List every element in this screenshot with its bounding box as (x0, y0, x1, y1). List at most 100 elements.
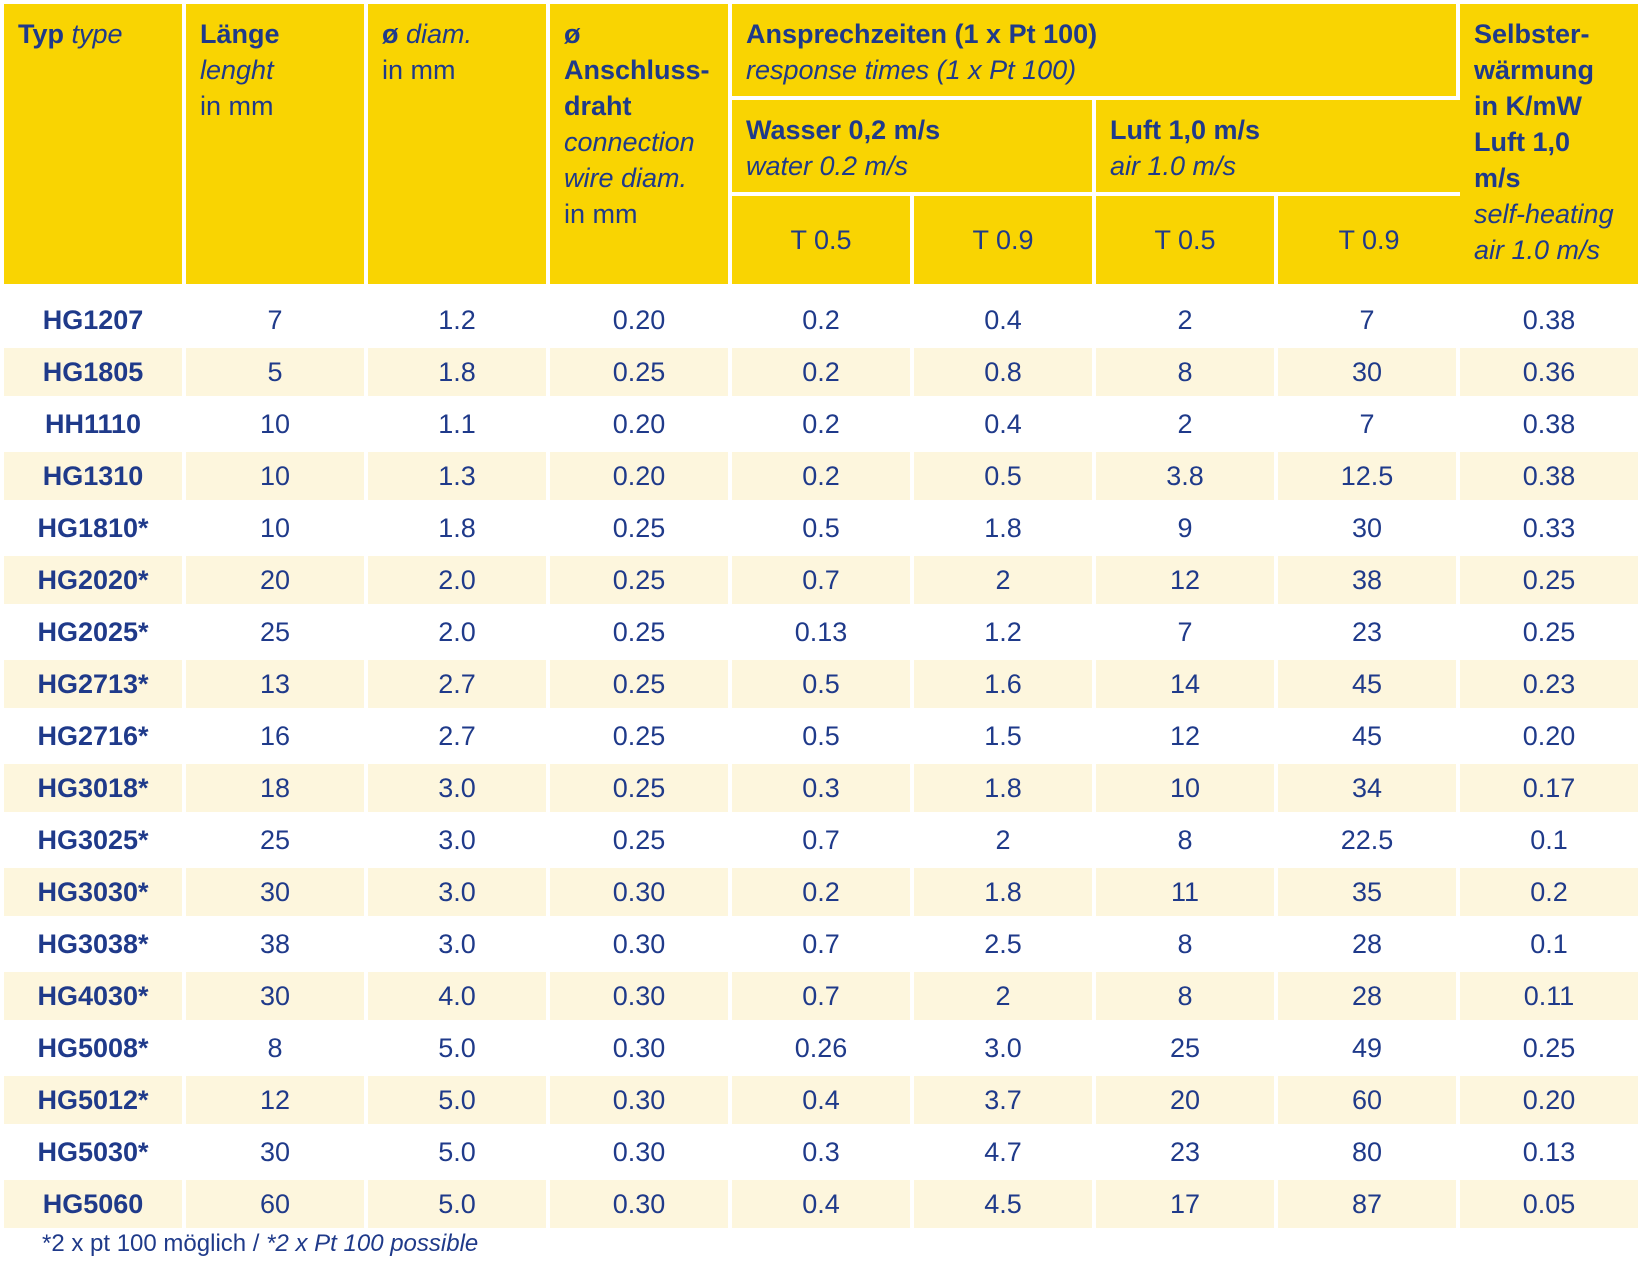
table-cell: 12 (1096, 556, 1278, 608)
table-row: HG2020* 20 2.0 0.25 0.7 2 12 38 0.25 (4, 556, 1638, 608)
table-cell: 8 (1096, 816, 1278, 868)
header-spacer (4, 288, 1638, 296)
cell-type: HG2025* (4, 608, 186, 660)
table-cell: 1.8 (914, 504, 1096, 556)
header-wasser-t05: T 0.5 (732, 196, 914, 288)
cell-type: HG3030* (4, 868, 186, 920)
table-cell: 0.30 (550, 1024, 732, 1076)
table-cell: 0.30 (550, 1076, 732, 1128)
header-ansprechzeiten: Ansprechzeiten (1 x Pt 100) response tim… (732, 4, 1460, 100)
cell-type: HG3025* (4, 816, 186, 868)
cell-type: HG5030* (4, 1128, 186, 1180)
table-cell: 12 (186, 1076, 368, 1128)
table-cell: 30 (186, 972, 368, 1024)
table-cell: 3.0 (368, 764, 550, 816)
table-cell: 12 (1096, 712, 1278, 764)
table-cell: 0.25 (550, 504, 732, 556)
table-cell: 0.25 (1460, 556, 1638, 608)
table-cell: 0.25 (550, 608, 732, 660)
table-cell: 0.5 (732, 504, 914, 556)
table-cell: 35 (1278, 868, 1460, 920)
table-cell: 0.30 (550, 868, 732, 920)
table-cell: 0.2 (732, 348, 914, 400)
table-cell: 2.5 (914, 920, 1096, 972)
footnote-en: *2 x Pt 100 possible (266, 1230, 479, 1257)
header-diam: ø diam. in mm (368, 4, 550, 288)
table-cell: 3.0 (368, 868, 550, 920)
cell-type: HG5008* (4, 1024, 186, 1076)
table-cell: 0.20 (550, 296, 732, 348)
header-anschlussdraht: ø Anschluss- draht connection wire diam.… (550, 4, 732, 288)
table-row: HG2713* 13 2.7 0.25 0.5 1.6 14 45 0.23 (4, 660, 1638, 712)
table-cell: 0.25 (550, 816, 732, 868)
table-cell: 38 (1278, 556, 1460, 608)
table-cell: 0.2 (732, 868, 914, 920)
table-row: HG5030* 30 5.0 0.30 0.3 4.7 23 80 0.13 (4, 1128, 1638, 1180)
table-cell: 23 (1096, 1128, 1278, 1180)
table-cell: 16 (186, 712, 368, 764)
table-cell: 3.8 (1096, 452, 1278, 504)
table-cell: 28 (1278, 920, 1460, 972)
cell-type: HG5060 (4, 1180, 186, 1232)
table-cell: 5 (186, 348, 368, 400)
table-cell: 30 (1278, 504, 1460, 556)
table-cell: 1.8 (914, 764, 1096, 816)
cell-type: HH1110 (4, 400, 186, 452)
table-cell: 0.7 (732, 920, 914, 972)
table-cell: 0.13 (732, 608, 914, 660)
table-cell: 0.36 (1460, 348, 1638, 400)
table-cell: 0.26 (732, 1024, 914, 1076)
table-cell: 0.23 (1460, 660, 1638, 712)
table-cell: 30 (186, 868, 368, 920)
table-cell: 0.8 (914, 348, 1096, 400)
table-cell: 28 (1278, 972, 1460, 1024)
cell-type: HG5012* (4, 1076, 186, 1128)
table-cell: 14 (1096, 660, 1278, 712)
table-cell: 0.20 (1460, 712, 1638, 764)
table-cell: 0.30 (550, 972, 732, 1024)
table-cell: 1.1 (368, 400, 550, 452)
table-cell: 0.3 (732, 1128, 914, 1180)
table-cell: 1.3 (368, 452, 550, 504)
table-cell: 0.30 (550, 1128, 732, 1180)
header-luft-t09: T 0.9 (1278, 196, 1460, 288)
table-cell: 10 (186, 504, 368, 556)
table-cell: 7 (1278, 296, 1460, 348)
table-row: HG1310 10 1.3 0.20 0.2 0.5 3.8 12.5 0.38 (4, 452, 1638, 504)
table-cell: 2 (1096, 296, 1278, 348)
table-row: HH1110 10 1.1 0.20 0.2 0.4 2 7 0.38 (4, 400, 1638, 452)
table-cell: 0.3 (732, 764, 914, 816)
cell-type: HG2713* (4, 660, 186, 712)
header-wasser: Wasser 0,2 m/s water 0.2 m/s (732, 100, 1096, 196)
table-cell: 0.1 (1460, 816, 1638, 868)
table-cell: 7 (186, 296, 368, 348)
table-cell: 25 (186, 608, 368, 660)
table-cell: 5.0 (368, 1024, 550, 1076)
table-row: HG3030* 30 3.0 0.30 0.2 1.8 11 35 0.2 (4, 868, 1638, 920)
table-cell: 10 (186, 452, 368, 504)
table-cell: 0.7 (732, 556, 914, 608)
table-cell: 10 (186, 400, 368, 452)
table-cell: 5.0 (368, 1076, 550, 1128)
table-cell: 0.2 (732, 400, 914, 452)
table-cell: 0.38 (1460, 400, 1638, 452)
header-selbsterwaermung: Selbster- wärmung in K/mW Luft 1,0 m/s s… (1460, 4, 1638, 288)
table-cell: 0.5 (732, 660, 914, 712)
sensor-spec-table: Typ type Länge lenght in mm ø diam. in m… (4, 4, 1638, 1232)
header-luft: Luft 1,0 m/s air 1.0 m/s (1096, 100, 1460, 196)
table-cell: 3.0 (914, 1024, 1096, 1076)
table-row: HG4030* 30 4.0 0.30 0.7 2 8 28 0.11 (4, 972, 1638, 1024)
table-row: HG5060 60 5.0 0.30 0.4 4.5 17 87 0.05 (4, 1180, 1638, 1232)
table-cell: 0.7 (732, 816, 914, 868)
table-cell: 20 (186, 556, 368, 608)
table-cell: 5.0 (368, 1180, 550, 1232)
table-cell: 17 (1096, 1180, 1278, 1232)
table-cell: 0.25 (550, 348, 732, 400)
footnote-de: *2 x pt 100 möglich / (42, 1230, 260, 1257)
table-row: HG2025* 25 2.0 0.25 0.13 1.2 7 23 0.25 (4, 608, 1638, 660)
table-body: HG1207 7 1.2 0.20 0.2 0.4 2 7 0.38 HG1805 5 1.8 0.25… (4, 288, 1638, 1232)
table-cell: 1.8 (368, 504, 550, 556)
table-cell: 9 (1096, 504, 1278, 556)
table-cell: 0.05 (1460, 1180, 1638, 1232)
header-luft-t05: T 0.5 (1096, 196, 1278, 288)
